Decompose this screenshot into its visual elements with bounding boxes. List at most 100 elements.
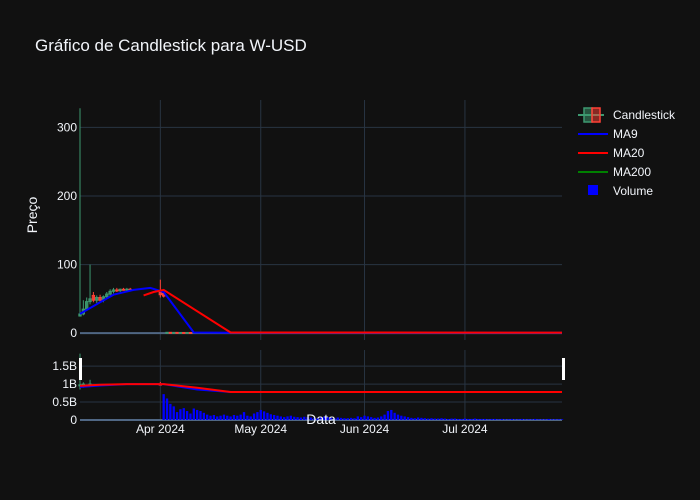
volume-bar [537, 419, 540, 420]
chart-title: Gráfico de Candlestick para W-USD [35, 36, 307, 55]
price-candle [111, 287, 116, 294]
volume-bar [333, 418, 336, 420]
volume-bar [199, 411, 202, 420]
price-ma20-line [143, 288, 563, 334]
volume-bar [303, 416, 306, 420]
volume-bar [346, 418, 349, 420]
price-candle-body [178, 331, 183, 334]
volume-bar [259, 409, 262, 420]
volume-bar [252, 413, 256, 420]
range-handle-right[interactable] [562, 358, 565, 380]
volume-bar [236, 415, 239, 420]
volume-bar [179, 409, 182, 420]
volume-bar [226, 415, 229, 420]
volume-bar [299, 417, 303, 420]
price-candle [121, 287, 126, 291]
legend-item-ma9[interactable]: MA9 [578, 127, 638, 141]
volume-bar [477, 418, 480, 420]
volume-bar [256, 412, 259, 420]
volume-bar [209, 415, 212, 420]
price-tick-label: 300 [57, 120, 77, 134]
legend-item-ma200[interactable]: MA200 [578, 165, 651, 179]
volume-bar [390, 409, 393, 420]
legend-label-ma20: MA20 [613, 146, 645, 160]
volume-overlay-ma20-line [79, 383, 562, 393]
price-axis-ticks: 0 100 200 300 [57, 120, 77, 340]
volume-bar [557, 419, 560, 420]
price-candle-body [105, 293, 109, 298]
volume-bar [393, 412, 396, 420]
volume-bar [276, 415, 279, 420]
volume-bar [326, 417, 329, 420]
volume-bar [366, 416, 370, 420]
price-candle-body [98, 296, 102, 301]
volume-bar [473, 418, 477, 420]
volume-bar [487, 419, 490, 420]
volume-bar [363, 415, 366, 420]
volume-bar [349, 417, 353, 420]
volume-bar [436, 418, 440, 420]
legend-swatch-candlestick-down [591, 107, 601, 123]
volume-bar [373, 417, 376, 420]
price-candle [108, 289, 112, 297]
volume-bar [182, 408, 185, 420]
volume-bar [483, 418, 487, 420]
price-candle-body [91, 294, 96, 301]
price-candle-body [88, 298, 92, 303]
volume-bar [289, 415, 293, 420]
volume-bar [356, 416, 359, 420]
legend-item-candlestick[interactable]: Candlestick [578, 107, 676, 123]
volume-bar [380, 416, 383, 420]
volume-bar [279, 416, 283, 420]
volume-bar [470, 418, 473, 420]
volume-bar [524, 419, 527, 420]
volume-bar [192, 408, 195, 420]
price-candle-body [185, 331, 189, 334]
x-axis-label: Data [306, 411, 336, 427]
volume-bar [242, 412, 246, 420]
volume-bar [530, 419, 534, 420]
x-tick-label: Jun 2024 [340, 422, 390, 436]
volume-bar [283, 417, 286, 420]
volume-bar [426, 418, 430, 420]
price-candle [95, 295, 99, 303]
volume-bar [266, 412, 269, 420]
price-candle-body [175, 331, 179, 334]
legend-label-candlestick: Candlestick [613, 108, 676, 122]
volume-bar [162, 394, 165, 420]
volume-bar [262, 411, 266, 420]
price-ma-lines [79, 286, 563, 334]
volume-bar [249, 416, 252, 420]
volume-bar [500, 418, 503, 420]
volume-bar [406, 417, 410, 420]
volume-bar [232, 414, 236, 420]
volume-bar [416, 417, 420, 420]
price-candle-body [121, 288, 126, 291]
price-candle [91, 292, 96, 303]
price-candle [88, 264, 92, 305]
volume-bar [296, 417, 299, 420]
volume-bar [540, 419, 544, 420]
volume-bar [293, 416, 296, 420]
volume-tick-label: 1.5B [52, 359, 77, 373]
range-handle-left[interactable] [79, 358, 82, 380]
volume-bar [550, 419, 554, 420]
legend-item-ma20[interactable]: MA20 [578, 146, 645, 160]
volume-bar [212, 414, 216, 420]
legend-label-ma9: MA9 [613, 127, 638, 141]
volume-bar [534, 418, 537, 420]
volume-bar [185, 411, 189, 420]
price-candle-body [168, 331, 173, 334]
volume-bar [527, 419, 530, 420]
x-tick-label: Apr 2024 [136, 422, 185, 436]
volume-bar [513, 419, 517, 420]
volume-bar [329, 417, 333, 420]
price-candle [175, 331, 179, 334]
volume-bar [313, 417, 316, 420]
legend-item-volume[interactable]: Volume [588, 184, 653, 198]
volume-bar [480, 418, 483, 420]
price-candle-body [115, 289, 119, 292]
volume-bar [447, 418, 450, 420]
volume-bar [423, 418, 426, 420]
legend-swatch-volume [588, 185, 598, 195]
